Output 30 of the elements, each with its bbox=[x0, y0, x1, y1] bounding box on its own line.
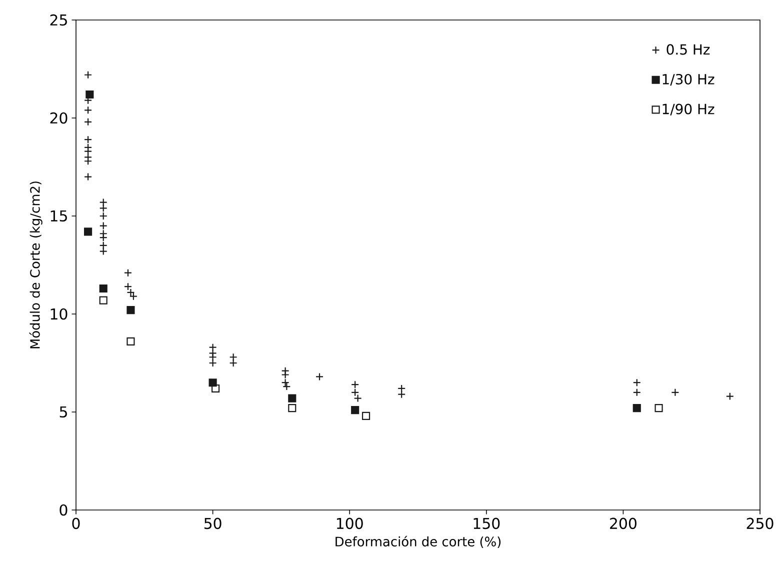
y-tick-label: 20 bbox=[50, 112, 68, 124]
y-tick-label: 5 bbox=[60, 406, 67, 418]
point bbox=[212, 384, 220, 393]
y-tick-label: 10 bbox=[50, 308, 68, 320]
x-tick-label: 200 bbox=[610, 518, 636, 530]
point bbox=[126, 337, 135, 346]
point bbox=[362, 412, 370, 420]
x-tick-label: 0 bbox=[72, 518, 80, 530]
y-tick-label: 0 bbox=[60, 504, 68, 516]
legend-label: 1/30 Hz bbox=[662, 74, 714, 86]
x-axis-title: Deformación de corte (%) bbox=[336, 536, 501, 548]
point bbox=[86, 90, 94, 99]
point bbox=[654, 404, 663, 412]
x-tick-label: 100 bbox=[336, 518, 363, 530]
point bbox=[126, 306, 135, 314]
y-tick-label: 15 bbox=[50, 210, 67, 222]
point bbox=[288, 404, 296, 412]
point bbox=[99, 296, 108, 304]
y-axis-title: Módulo de Corte (kg/cm2) bbox=[29, 182, 42, 348]
legend-label: 0.5 Hz bbox=[666, 44, 710, 55]
x-tick-label: 150 bbox=[474, 518, 500, 530]
point bbox=[84, 228, 92, 236]
y-tick-label: 25 bbox=[50, 14, 67, 26]
point bbox=[288, 394, 296, 402]
legend-label: 1/90 Hz bbox=[662, 104, 714, 116]
x-tick-label: 250 bbox=[746, 518, 774, 530]
point bbox=[99, 284, 108, 293]
x-tick-label: 50 bbox=[204, 518, 222, 530]
point bbox=[351, 406, 360, 414]
point bbox=[632, 404, 641, 412]
